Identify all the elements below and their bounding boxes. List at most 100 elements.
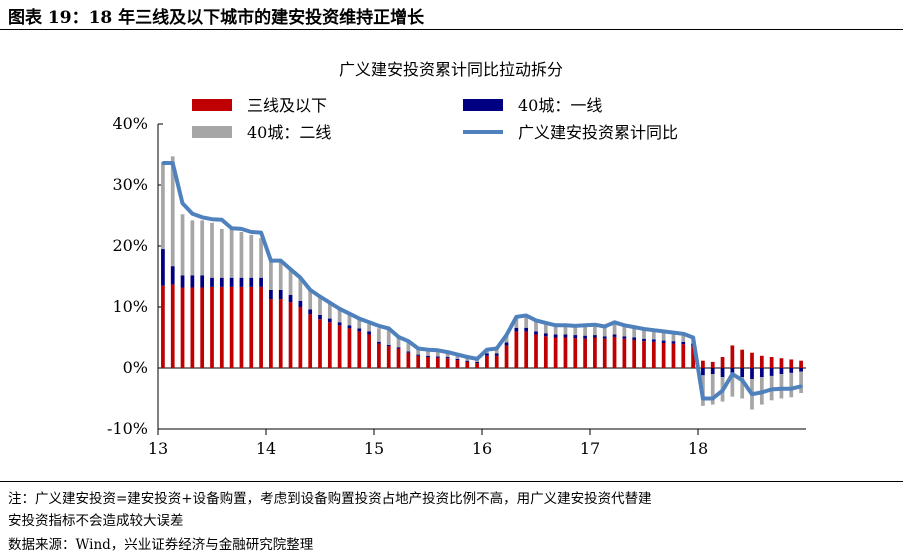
bar-tier1	[563, 334, 568, 338]
bar-tier2	[288, 269, 293, 295]
line-point	[475, 357, 479, 361]
bar-tier1	[602, 336, 607, 339]
bar-tier3	[779, 358, 784, 368]
bar-tier2	[259, 238, 263, 278]
bar-tier2	[249, 235, 254, 278]
bar-tier1	[632, 337, 637, 340]
bar-tier3	[327, 322, 332, 368]
bar-tier1	[455, 358, 460, 361]
x-tick-label: 18	[688, 439, 708, 458]
bar-tier3	[249, 286, 254, 368]
bar-tier2	[563, 325, 568, 335]
bar-tier3	[396, 348, 401, 368]
bar-tier3	[318, 319, 322, 368]
line-point	[288, 267, 293, 271]
bar-tier2	[799, 371, 803, 394]
line-point	[632, 325, 636, 329]
bar-tier2	[602, 326, 607, 337]
line-point	[779, 387, 784, 391]
legend-swatch-tier2	[192, 126, 232, 138]
bar-tier2	[229, 228, 234, 278]
bar-tier3	[573, 338, 578, 368]
bar-tier2	[543, 322, 548, 334]
bar-tier2	[435, 350, 440, 357]
line-point	[446, 350, 450, 354]
bar-tier3	[524, 331, 529, 368]
legend-swatch-tier1	[463, 99, 503, 111]
bar-tier2	[494, 348, 499, 354]
bar-tier1	[318, 314, 322, 320]
line-point	[760, 390, 764, 394]
bar-tier2	[386, 328, 391, 345]
bar-tier2	[593, 324, 597, 336]
bar-tier3	[278, 299, 283, 368]
line-point	[367, 320, 371, 324]
line-point	[603, 324, 607, 329]
line-point	[298, 276, 302, 280]
bar-tier1	[494, 353, 499, 356]
bar-tier3	[308, 314, 313, 368]
bar-tier2	[445, 352, 450, 358]
bar-tier2	[170, 156, 175, 267]
bar-tier2	[377, 328, 381, 342]
bar-tier3	[799, 360, 803, 368]
bar-tier3	[759, 355, 764, 368]
bar-tier3	[219, 286, 224, 368]
bar-tier2	[278, 260, 283, 290]
line-point	[269, 259, 273, 263]
bar-tier3	[161, 285, 165, 368]
bar-tier3	[789, 359, 794, 368]
bar-tier1	[219, 277, 224, 287]
bar-tier2	[661, 331, 666, 341]
bar-tier3	[553, 337, 558, 368]
bar-tier2	[308, 289, 313, 310]
axes: -10% 0% 10% 20% 30% 40% 13 14 15 16 17 18	[107, 114, 806, 458]
line-point	[171, 161, 175, 165]
line-point	[622, 323, 626, 327]
bar-tier2	[200, 220, 205, 276]
bar-tier2	[396, 336, 401, 348]
bar-tier1	[278, 289, 283, 300]
x-tick-label: 16	[472, 439, 492, 458]
line-point	[524, 313, 528, 318]
bar-tier2	[622, 325, 627, 337]
line-point	[789, 387, 793, 391]
line-point	[377, 324, 381, 328]
bar-tier3	[229, 286, 234, 368]
line-point	[455, 352, 460, 357]
bar-tier3	[720, 357, 725, 368]
bar-tier3	[651, 341, 656, 368]
bar-tier2	[651, 330, 656, 340]
line-point	[347, 312, 352, 316]
line-point	[612, 320, 617, 324]
legend-label-tier1: 40城：一线	[518, 96, 602, 115]
bar-tier1	[534, 331, 538, 335]
bar-tier2	[534, 320, 538, 332]
bar-tier3	[485, 355, 489, 368]
bar-tier1	[347, 325, 352, 329]
line-point	[485, 348, 489, 352]
bar-tier3	[514, 331, 519, 368]
bar-tier1	[269, 289, 273, 300]
bar-tier3	[259, 286, 263, 368]
legend-label-tier3: 三线及以下	[247, 96, 327, 115]
line-point	[426, 348, 430, 352]
figure-title: 图表 19：18 年三线及以下城市的建安投资维持正增长	[8, 8, 425, 28]
bar-tier1	[622, 336, 627, 339]
line-point	[750, 392, 754, 396]
bar-tier1	[573, 335, 578, 339]
line-point	[308, 288, 312, 292]
bar-tier1	[396, 347, 401, 349]
bar-tier2	[298, 277, 303, 301]
bar-tier3	[465, 361, 470, 368]
bar-tier1	[701, 368, 705, 376]
bar-tier2	[219, 228, 224, 278]
bars	[161, 156, 803, 410]
bar-tier1	[259, 277, 263, 287]
bar-tier1	[357, 328, 362, 332]
bar-tier3	[740, 349, 745, 368]
bar-tier2	[730, 375, 735, 397]
bar-tier2	[455, 354, 460, 359]
line-point	[514, 315, 518, 319]
bar-tier3	[475, 363, 479, 368]
